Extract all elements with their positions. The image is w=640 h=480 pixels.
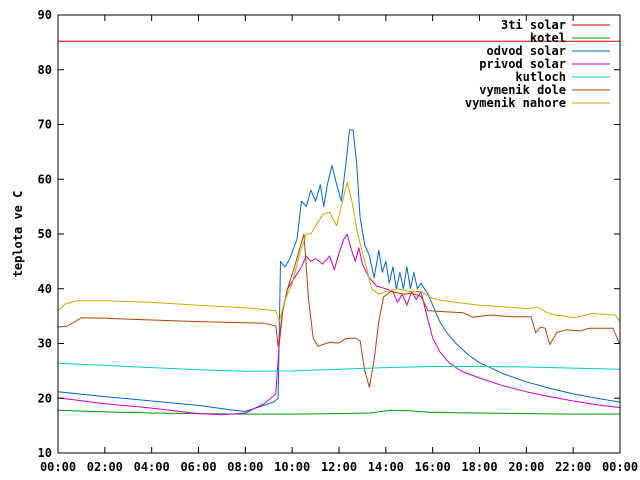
legend-label: kotel [530,31,566,45]
x-tick-label: 14:00 [368,460,404,474]
legend-label: vymenik dole [479,83,566,97]
x-tick-label: 06:00 [180,460,216,474]
series-line-odvod-solar [57,129,621,412]
y-tick-label: 20 [38,391,52,405]
x-tick-label: 20:00 [508,460,544,474]
x-tick-label: 04:00 [134,460,170,474]
y-tick-label: 90 [38,8,52,22]
y-tick-label: 50 [38,227,52,241]
x-tick-label: 02:00 [87,460,123,474]
x-tick-label: 08:00 [227,460,263,474]
y-tick-label: 10 [38,446,52,460]
series-line-privod-solar [57,233,621,416]
y-tick-label: 40 [38,282,52,296]
x-tick-label: 16:00 [415,460,451,474]
series-line-kotel [57,409,620,415]
y-tick-label: 60 [38,172,52,186]
x-tick-label: 18:00 [461,460,497,474]
x-tick-label: 12:00 [321,460,357,474]
x-tick-label: 00:00 [40,460,76,474]
legend-label: odvod solar [487,44,566,58]
plot-lines [57,40,621,416]
x-tick-label: 00:00 [602,460,638,474]
y-tick-label: 30 [38,337,52,351]
series-line-kutloch [57,362,621,372]
series-line-vymenik-nahore [57,181,621,323]
y-tick-label: 70 [38,118,52,132]
legend-label: privod solar [479,57,566,71]
axis-ticks: 10 20 30 40 50 60 70 80 90 00:00 02:00 04:00 06:00 08… [38,8,639,474]
y-tick-label: 80 [38,63,52,77]
x-tick-label: 10:00 [274,460,310,474]
legend-label: vymenik nahore [465,96,566,110]
legend-label: 3ti solar [501,18,566,32]
series-line-vymenik-dole [57,233,621,388]
legend-label: kutloch [515,70,566,84]
x-tick-label: 22:00 [555,460,591,474]
y-axis-title: teplota ve C [11,191,25,278]
